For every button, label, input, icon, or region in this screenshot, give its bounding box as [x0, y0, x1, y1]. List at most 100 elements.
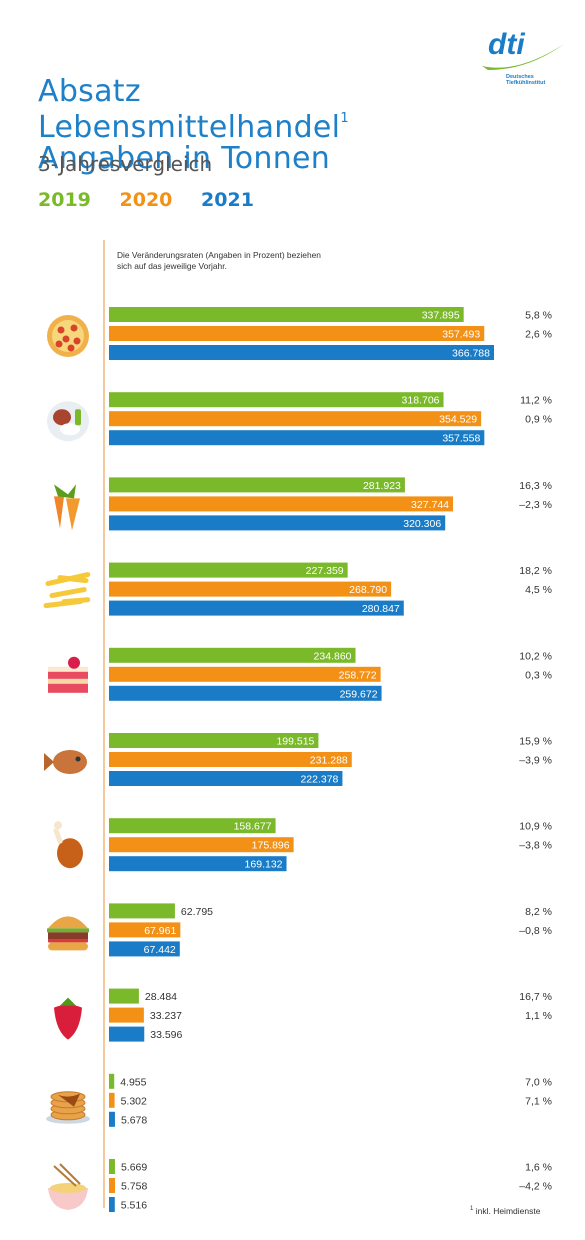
- data-label-2021: 5.516: [121, 1200, 147, 1212]
- bar-2020: [109, 1092, 115, 1108]
- pizza-icon-topping: [70, 324, 78, 332]
- change-rate-label: 11,2 %: [520, 395, 552, 407]
- change-rate-label: 5,8 %: [525, 310, 552, 322]
- bar-2020: [109, 496, 454, 512]
- bar-2019: [109, 307, 464, 322]
- change-rate-label: 4,5 %: [525, 584, 552, 596]
- fish-icon-tail: [44, 753, 54, 771]
- title-line-2: Angaben in Tonnen: [38, 141, 331, 176]
- noodles-icon-bowl: [48, 1188, 88, 1210]
- data-label-2021: 366.788: [452, 348, 490, 360]
- data-label-2021: 357.558: [442, 433, 480, 445]
- data-label-2019: 62.795: [181, 906, 213, 918]
- cake-icon-layer: [48, 678, 88, 684]
- burger-icon-bun: [48, 942, 88, 951]
- bar-2021: [109, 1197, 115, 1212]
- bar-2021: [109, 1111, 115, 1127]
- subtitle: 3-Jahresvergleich: [38, 152, 213, 176]
- data-label-2021: 5.678: [121, 1114, 147, 1126]
- change-rate-label: –2,3 %: [519, 499, 552, 511]
- data-label-2020: 258.772: [339, 669, 377, 681]
- data-label-2019: 337.895: [422, 310, 460, 322]
- svg-text:dti: dti: [488, 28, 525, 61]
- change-rate-label: 10,2 %: [519, 650, 552, 662]
- data-label-2020: 175.896: [252, 840, 290, 852]
- poultry-icon-bone-end: [54, 821, 62, 830]
- poultry-icon: [57, 838, 83, 869]
- dti-logo: dti Deutsches Tiefkühlinstitut: [478, 26, 568, 88]
- bar-2019: [109, 562, 348, 578]
- change-rate-label: 15,9 %: [519, 736, 552, 748]
- legend-2019: 2019: [38, 189, 91, 211]
- change-rate-label: 16,7 %: [519, 991, 552, 1003]
- bar-2019: [109, 1073, 115, 1089]
- change-rate-label: –4,2 %: [519, 1181, 552, 1193]
- burger-icon: [48, 916, 88, 929]
- legend-2020: 2020: [119, 189, 173, 211]
- change-rate-label: 0,9 %: [525, 414, 552, 426]
- data-label-2020: 5.758: [121, 1181, 147, 1193]
- bar-2021: [109, 771, 343, 786]
- bar-2020: [109, 752, 352, 767]
- change-rate-label: 10,9 %: [519, 821, 552, 833]
- data-label-2021: 259.672: [340, 688, 378, 700]
- footnote-text: inkl. Heimdienste: [475, 1206, 541, 1216]
- strawberry-icon-leaves: [60, 997, 76, 1006]
- data-label-2020: 5.302: [121, 1095, 147, 1107]
- fries-icon: [49, 587, 87, 599]
- change-rate-label: 18,2 %: [519, 565, 552, 577]
- meal-icon-veg: [75, 409, 81, 426]
- cake-icon-top: [48, 666, 88, 672]
- burger-icon-lettuce: [47, 928, 89, 933]
- bar-2019: [109, 477, 405, 493]
- carrot-icon: [54, 496, 64, 529]
- fries-icon: [57, 575, 89, 584]
- pizza-icon-topping: [55, 340, 63, 348]
- pizza-icon-topping: [73, 337, 81, 345]
- data-label-2020: 327.744: [411, 499, 449, 511]
- bar-2019: [109, 988, 139, 1004]
- title-footnote-marker: 1: [340, 111, 349, 126]
- page-title: Absatz Lebensmittelhandel1 Angaben in To…: [38, 76, 458, 174]
- data-label-2020: 357.493: [442, 329, 480, 341]
- burger-icon-patty: [48, 932, 88, 940]
- bar-2019: [109, 818, 276, 834]
- chopstick-icon: [53, 1165, 77, 1187]
- data-label-2021: 320.306: [403, 518, 441, 530]
- change-rate-label: 7,0 %: [525, 1076, 552, 1088]
- fish-icon: [53, 750, 87, 774]
- data-label-2019: 28.484: [145, 991, 177, 1003]
- data-label-2021: 169.132: [245, 859, 283, 871]
- change-rate-label: 16,3 %: [519, 480, 552, 492]
- legend-2021: 2021: [201, 189, 254, 211]
- data-label-2021: 222.378: [300, 774, 338, 786]
- bar-2019: [109, 392, 444, 408]
- noodles-icon: [50, 1183, 86, 1193]
- data-label-2019: 4.955: [120, 1076, 146, 1088]
- bar-2021: [109, 600, 404, 616]
- title-line-1: Absatz Lebensmittelhandel: [38, 74, 341, 145]
- footnote-marker: 1: [470, 1206, 474, 1213]
- data-label-2020: 268.790: [349, 584, 387, 596]
- bar-2019: [109, 647, 356, 663]
- change-rate-label: 1,6 %: [525, 1162, 552, 1174]
- bar-2020: [109, 666, 381, 682]
- bar-2021: [109, 1026, 145, 1042]
- bar-2021: [109, 685, 382, 701]
- bar-2021: [109, 430, 485, 446]
- data-label-2019: 227.359: [306, 565, 344, 577]
- pizza-icon-topping: [57, 326, 65, 334]
- data-label-2019: 281.923: [363, 480, 401, 492]
- data-label-2019: 199.515: [276, 736, 314, 748]
- bar-2019: [109, 733, 319, 748]
- data-label-2019: 5.669: [121, 1162, 147, 1174]
- bar-2020: [109, 837, 294, 853]
- data-label-2021: 33.596: [150, 1029, 182, 1041]
- year-legend: 2019 2020 2021: [38, 189, 276, 211]
- data-label-2021: 67.442: [144, 944, 176, 956]
- change-rate-label: 0,3 %: [525, 669, 552, 681]
- bar-2020: [109, 326, 485, 341]
- change-rate-label: 1,1 %: [525, 1010, 552, 1022]
- svg-text:Tiefkühlinstitut: Tiefkühlinstitut: [506, 80, 545, 86]
- change-rate-label: –0,8 %: [519, 925, 552, 937]
